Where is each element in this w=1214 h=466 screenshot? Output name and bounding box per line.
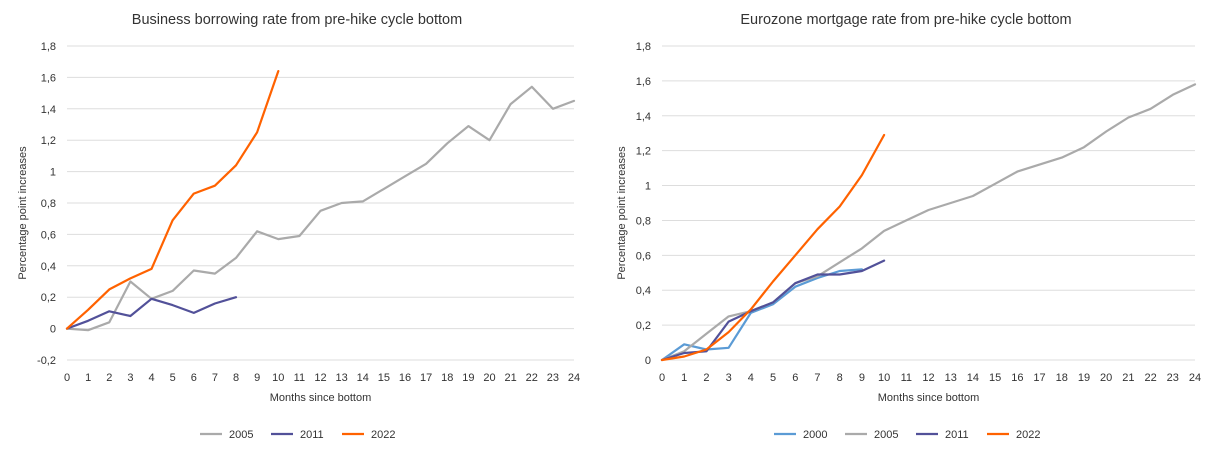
chart-title: Eurozone mortgage rate from pre-hike cyc… <box>740 12 1071 28</box>
x-tick-label: 1 <box>85 372 91 384</box>
y-tick-label: 1,8 <box>41 41 56 53</box>
y-tick-label: 0,2 <box>41 292 56 304</box>
x-tick-label: 12 <box>922 372 934 384</box>
x-tick-label: 14 <box>967 372 979 384</box>
eurozone-mortgage-chart: Eurozone mortgage rate from pre-hike cyc… <box>616 12 1201 441</box>
x-tick-label: 2 <box>106 372 112 384</box>
y-tick-label: 1,6 <box>636 76 651 88</box>
x-tick-label: 2 <box>703 372 709 384</box>
x-tick-label: 20 <box>1100 372 1112 384</box>
y-axis-label: Percentage point increases <box>616 146 628 280</box>
x-tick-label: 1 <box>681 372 687 384</box>
x-axis-label: Months since bottom <box>270 392 372 404</box>
x-tick-label: 0 <box>64 372 70 384</box>
y-tick-label: 1,4 <box>41 104 56 116</box>
x-axis-label: Months since bottom <box>878 392 980 404</box>
legend-label: 2005 <box>229 429 253 441</box>
x-tick-label: 24 <box>1189 372 1201 384</box>
x-tick-label: 22 <box>526 372 538 384</box>
series-line-2011 <box>65 296 238 330</box>
x-tick-label: 13 <box>945 372 957 384</box>
x-tick-label: 22 <box>1144 372 1156 384</box>
x-tick-label: 7 <box>814 372 820 384</box>
y-tick-label: 1,2 <box>41 135 56 147</box>
x-tick-label: 5 <box>170 372 176 384</box>
y-tick-label: 1 <box>645 181 651 193</box>
x-tick-label: 24 <box>568 372 580 384</box>
x-tick-label: 11 <box>901 372 912 384</box>
legend-label: 2011 <box>945 429 969 441</box>
x-tick-label: 17 <box>420 372 432 384</box>
legend-item-2005: 2005 <box>845 429 898 441</box>
x-tick-label: 9 <box>859 372 865 384</box>
x-tick-label: 10 <box>272 372 284 384</box>
x-tick-label: 21 <box>505 372 517 384</box>
legend-item-2022: 2022 <box>987 429 1040 441</box>
x-tick-label: 19 <box>462 372 474 384</box>
y-axis-label: Percentage point increases <box>17 146 29 280</box>
legend-item-2011: 2011 <box>916 429 969 441</box>
x-tick-label: 6 <box>792 372 798 384</box>
x-tick-label: 23 <box>547 372 559 384</box>
legend-label: 2005 <box>874 429 898 441</box>
series-line-2022 <box>65 69 280 330</box>
x-tick-label: 9 <box>254 372 260 384</box>
chart-title: Business borrowing rate from pre-hike cy… <box>132 12 462 28</box>
x-tick-label: 10 <box>878 372 890 384</box>
y-tick-label: 1,8 <box>636 41 651 53</box>
y-tick-label: 0 <box>645 355 651 367</box>
x-tick-label: 13 <box>336 372 348 384</box>
x-tick-label: 15 <box>378 372 390 384</box>
legend-item-2000: 2000 <box>774 429 827 441</box>
x-tick-label: 4 <box>148 372 154 384</box>
legend-item-2005: 2005 <box>200 429 253 441</box>
x-tick-label: 19 <box>1078 372 1090 384</box>
x-tick-label: 0 <box>659 372 665 384</box>
y-tick-label: 0 <box>50 324 56 336</box>
x-tick-label: 12 <box>314 372 326 384</box>
x-tick-label: 3 <box>726 372 732 384</box>
x-tick-label: 20 <box>483 372 495 384</box>
x-tick-label: 5 <box>770 372 776 384</box>
series-line-2011 <box>660 259 886 362</box>
x-tick-label: 11 <box>294 372 305 384</box>
y-tick-label: 0,4 <box>41 261 56 273</box>
y-tick-label: 0,8 <box>636 215 651 227</box>
y-tick-label: 0,8 <box>41 198 56 210</box>
y-tick-label: 1,4 <box>636 111 651 123</box>
x-tick-label: 8 <box>837 372 843 384</box>
legend-label: 2022 <box>1016 429 1040 441</box>
y-tick-label: 1,2 <box>636 146 651 158</box>
x-tick-label: 16 <box>399 372 411 384</box>
x-tick-label: 18 <box>441 372 453 384</box>
x-tick-label: 7 <box>212 372 218 384</box>
y-tick-label: 1,6 <box>41 72 56 84</box>
x-tick-label: 3 <box>127 372 133 384</box>
series-line-2005 <box>65 85 576 332</box>
y-tick-label: 0,6 <box>41 229 56 241</box>
x-tick-label: 17 <box>1033 372 1045 384</box>
legend-item-2011: 2011 <box>271 429 324 441</box>
y-tick-label: 0,4 <box>636 285 651 297</box>
x-tick-label: 8 <box>233 372 239 384</box>
y-tick-label: -0,2 <box>37 355 56 367</box>
business-borrowing-chart: Business borrowing rate from pre-hike cy… <box>17 12 580 441</box>
x-tick-label: 4 <box>748 372 754 384</box>
y-tick-label: 0,6 <box>636 250 651 262</box>
x-tick-label: 16 <box>1011 372 1023 384</box>
x-tick-label: 23 <box>1167 372 1179 384</box>
x-tick-label: 18 <box>1056 372 1068 384</box>
legend-label: 2022 <box>371 429 395 441</box>
x-tick-label: 21 <box>1122 372 1134 384</box>
legend-item-2022: 2022 <box>342 429 395 441</box>
legend-label: 2000 <box>803 429 827 441</box>
x-tick-label: 6 <box>191 372 197 384</box>
x-tick-label: 15 <box>989 372 1001 384</box>
y-tick-label: 0,2 <box>636 320 651 332</box>
legend-label: 2011 <box>300 429 324 441</box>
series-line-2022 <box>660 133 886 362</box>
x-tick-label: 14 <box>357 372 369 384</box>
y-tick-label: 1 <box>50 167 56 179</box>
